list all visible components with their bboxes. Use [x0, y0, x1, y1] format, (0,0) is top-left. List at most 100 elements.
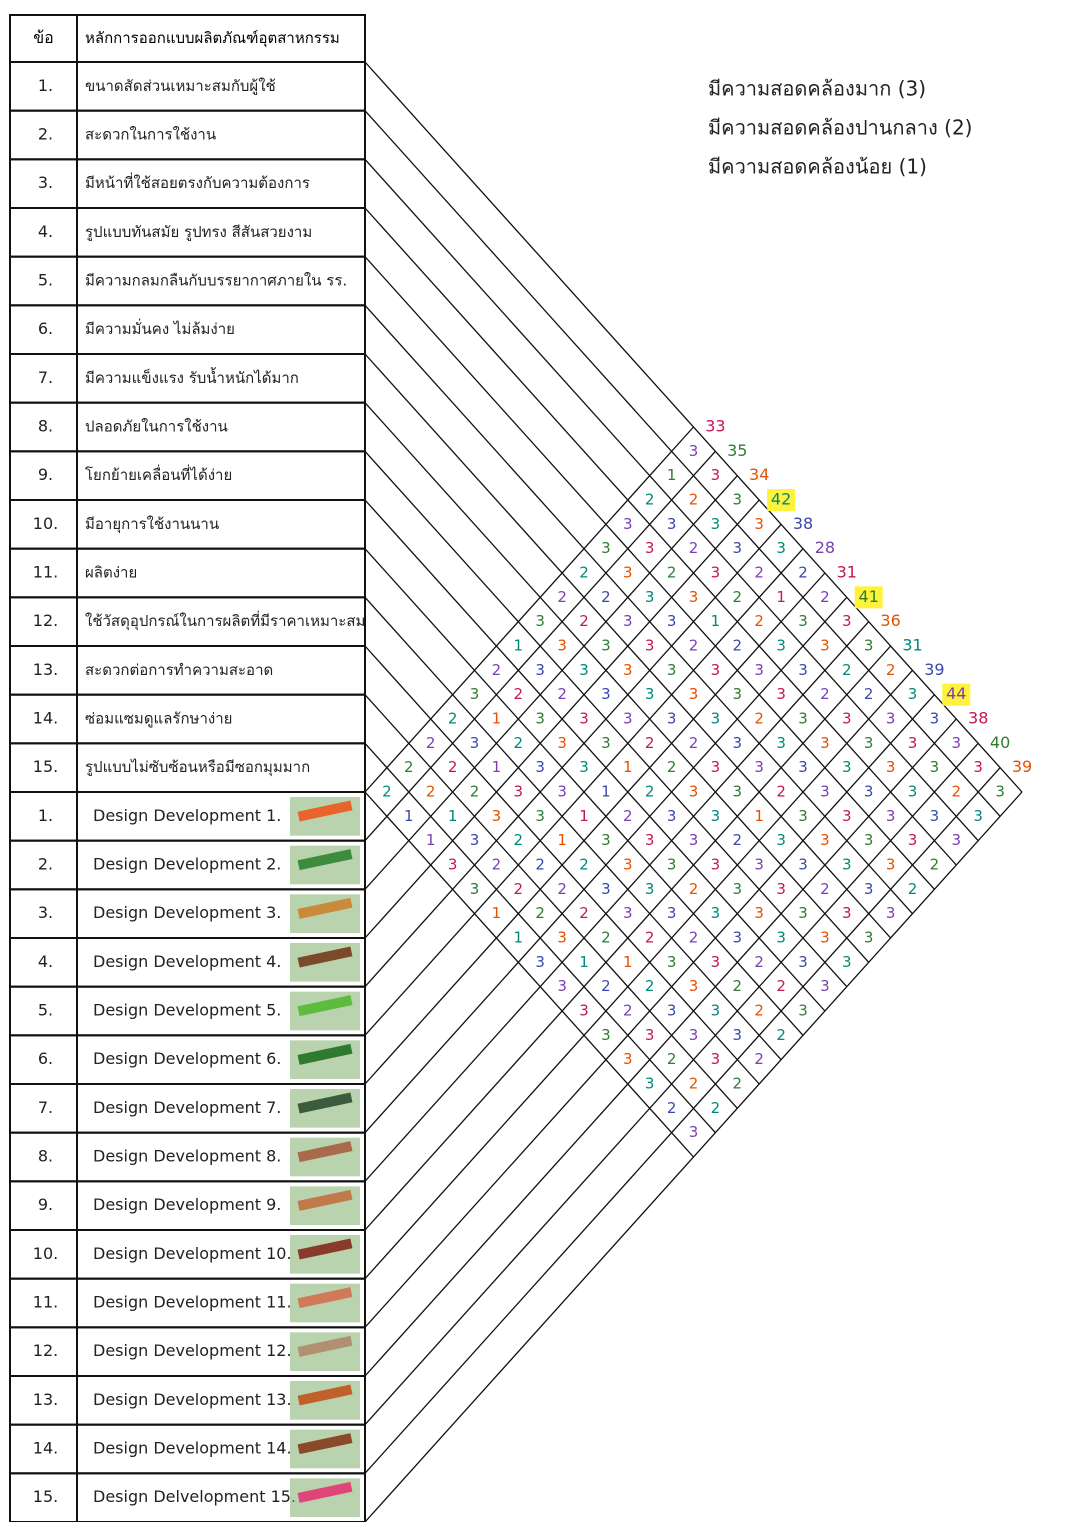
cell-value: 2	[645, 783, 655, 801]
header-no: ข้อ	[33, 28, 54, 47]
table-row	[9, 547, 366, 599]
principle-text: มีอายุการใช้งานนาน	[85, 515, 219, 534]
design-thumbnail-shape	[297, 1287, 353, 1309]
cell-value: 3	[535, 807, 545, 825]
cell-value: 3	[733, 539, 743, 557]
cell-value: 2	[667, 758, 677, 776]
design-total: 34	[749, 465, 769, 484]
cell-value: 1	[601, 783, 611, 801]
design-thumbnail-shape	[297, 1092, 353, 1114]
cell-value: 3	[952, 831, 962, 849]
cell-value: 3	[470, 831, 480, 849]
cell-value: 2	[754, 1002, 764, 1020]
cell-value: 3	[776, 831, 786, 849]
grid-line	[364, 450, 716, 842]
principle-text: รูปแบบทันสมัย รูปทรง สีสันสวยงาม	[85, 223, 312, 241]
cell-value: 3	[886, 807, 896, 825]
design-thumbnail-shape	[297, 800, 353, 822]
design-name: Design Development 12.	[93, 1341, 292, 1360]
cell-value: 3	[930, 710, 940, 728]
row-number: 5.	[38, 1001, 53, 1020]
header-title: หลักการออกแบบผลิตภัณฑ์อุตสาหกรรม	[85, 29, 340, 48]
cell-value: 3	[601, 831, 611, 849]
cell-value: 3	[645, 539, 655, 557]
cell-value: 1	[404, 807, 414, 825]
grid-line	[364, 742, 979, 1426]
grid-line	[364, 694, 935, 1328]
cell-value: 3	[535, 710, 545, 728]
cell-value: 1	[426, 831, 436, 849]
cell-value: 3	[470, 734, 480, 752]
cell-value: 2	[667, 1050, 677, 1068]
cell-value: 3	[645, 880, 655, 898]
cell-value: 2	[820, 685, 830, 703]
design-total: 42	[771, 490, 791, 509]
cell-value: 3	[776, 929, 786, 947]
principle-text: สะดวกต่อการทำความสะอาด	[85, 661, 273, 679]
cell-value: 1	[492, 758, 502, 776]
cell-value: 3	[886, 710, 896, 728]
design-name: Design Development 5.	[93, 1001, 281, 1020]
cell-value: 3	[689, 977, 699, 995]
cell-value: 2	[776, 977, 786, 995]
design-total: 40	[990, 733, 1010, 752]
grid-line	[364, 791, 694, 1158]
cell-value: 3	[557, 734, 567, 752]
grid-line	[364, 621, 870, 1182]
grid-line	[364, 110, 1001, 817]
cell-value: 3	[864, 783, 874, 801]
cell-value: 3	[470, 880, 480, 898]
design-name: Design Development 8.	[93, 1147, 281, 1166]
cell-value: 3	[776, 685, 786, 703]
row-number: 8.	[38, 417, 53, 436]
design-thumbnail-shape	[297, 995, 353, 1017]
cell-value: 2	[864, 685, 874, 703]
cell-value: 3	[689, 831, 699, 849]
principle-text: โยกย้ายเคลื่อนที่ได้ง่าย	[85, 464, 232, 484]
cell-value: 1	[776, 588, 786, 606]
cell-value: 3	[798, 953, 808, 971]
cell-value: 3	[667, 661, 677, 679]
principle-text: รูปแบบไม่ซับซ้อนหรือมีซอกมุมมาก	[85, 758, 310, 777]
cell-value: 3	[535, 661, 545, 679]
cell-value: 2	[514, 880, 524, 898]
design-thumbnail-shape	[297, 946, 353, 968]
design-total: 39	[1012, 757, 1032, 776]
cell-value: 3	[601, 1026, 611, 1044]
row-number: 13.	[33, 660, 58, 679]
cell-value: 3	[579, 1002, 589, 1020]
cell-value: 3	[776, 880, 786, 898]
row-number: 9.	[38, 1195, 53, 1214]
cell-value: 3	[864, 929, 874, 947]
cell-value: 2	[754, 1050, 764, 1068]
cell-value: 2	[754, 564, 764, 582]
row-number: 6.	[38, 319, 53, 338]
principle-text: ใช้วัสดุอุปกรณ์ในการผลิตที่มีราคาเหมาะสม	[85, 610, 365, 631]
cell-value: 3	[557, 637, 567, 655]
design-name: Design Development 11.	[93, 1293, 292, 1312]
cell-value: 3	[623, 856, 633, 874]
grid-line	[364, 523, 782, 988]
cell-value: 3	[514, 783, 524, 801]
cell-value: 3	[667, 612, 677, 630]
design-total: 31	[837, 563, 857, 582]
row-number: 4.	[38, 222, 53, 241]
row-number: 15.	[33, 757, 58, 776]
cell-value: 3	[908, 685, 918, 703]
grid-line	[364, 596, 782, 1061]
cell-value: 3	[711, 904, 721, 922]
cell-value: 3	[798, 856, 808, 874]
cell-value: 2	[557, 685, 567, 703]
cell-value: 2	[514, 685, 524, 703]
row-number: 2.	[38, 855, 53, 874]
cell-value: 2	[601, 588, 611, 606]
grid-line	[364, 718, 957, 1377]
row-number: 11.	[33, 1293, 58, 1312]
cell-value: 2	[952, 783, 962, 801]
cell-value: 3	[733, 783, 743, 801]
principle-text: ปลอดภัยในการใช้งาน	[85, 418, 228, 436]
table-header	[9, 14, 366, 63]
cell-value: 2	[733, 1075, 743, 1093]
legend-item: มีความสอดคล้องน้อย (1)	[708, 155, 927, 179]
cell-value: 3	[711, 466, 721, 484]
